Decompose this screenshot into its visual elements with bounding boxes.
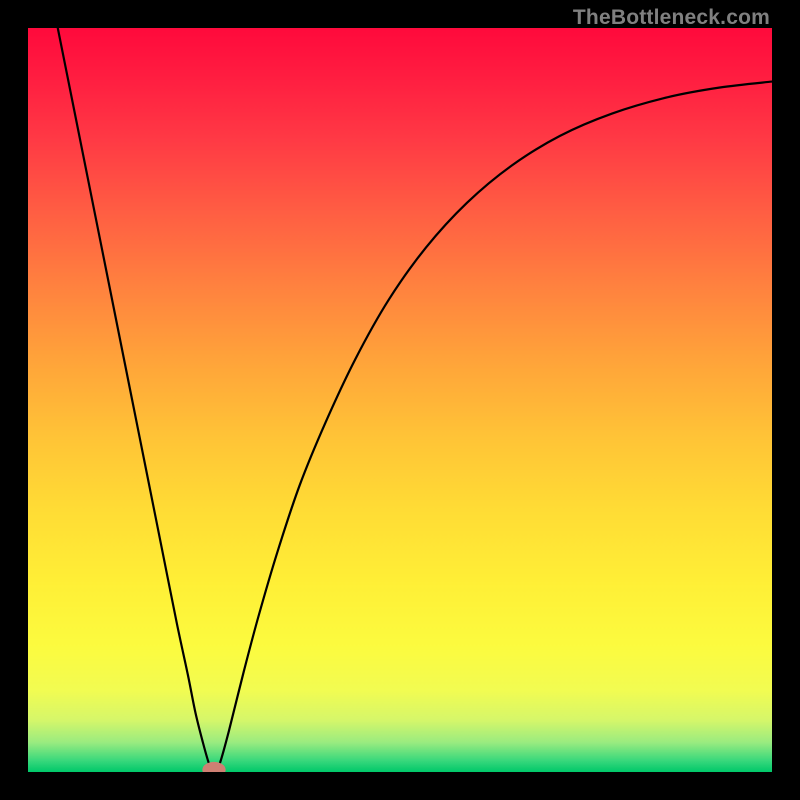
watermark-label: TheBottleneck.com <box>573 6 770 30</box>
plot-canvas <box>28 28 772 772</box>
chart-container: TheBottleneck.com <box>0 0 800 800</box>
